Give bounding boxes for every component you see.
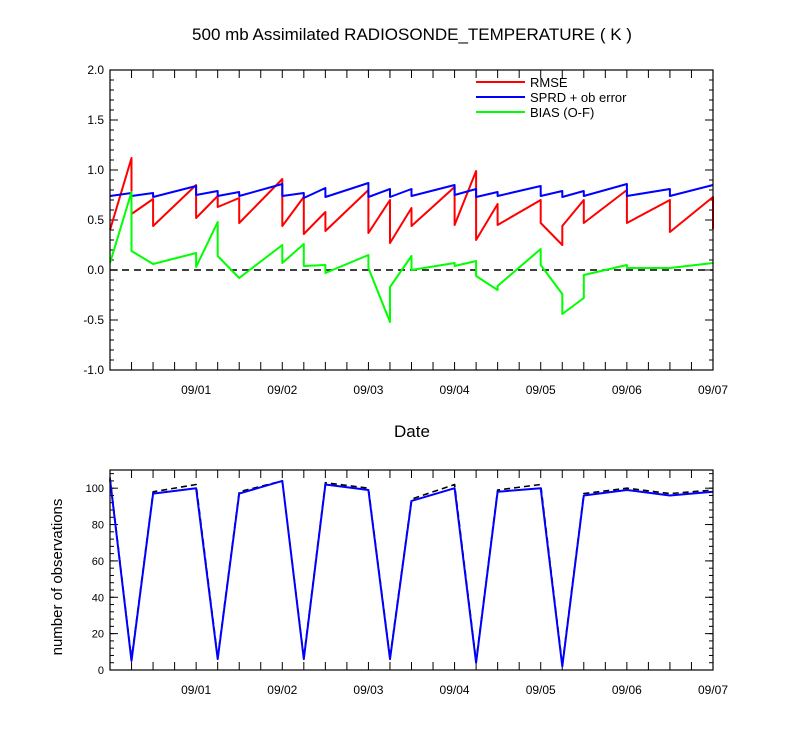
legend-label: SPRD + ob error	[530, 90, 627, 105]
series-line-rmse	[109, 157, 714, 246]
x-tick-label: 09/04	[440, 383, 470, 397]
x-tick-label: 09/05	[526, 383, 556, 397]
bottom-plot-frame	[109, 469, 714, 671]
x-tick-label: 09/02	[267, 683, 297, 697]
x-tick-label: 09/04	[440, 683, 470, 697]
top-x-axis-label: Date	[394, 422, 430, 441]
y-tick-label: 60	[92, 556, 104, 568]
y-tick-label: 0	[98, 665, 104, 677]
bottom-panel-labels: 0 20 40 60 80 100 09/01 09/02 09/03 09/04 09/05 09/…	[86, 483, 729, 697]
y-tick-label: 1.0	[87, 163, 104, 177]
y-tick-label: 40	[92, 592, 104, 604]
y-tick-label: 1.5	[87, 113, 104, 127]
series-line-bias-o-f	[109, 191, 714, 323]
y-tick-label: 0.5	[87, 213, 104, 227]
bottom-panel-series	[109, 477, 714, 668]
bottom-panel: 0 20 40 60 80 100 09/01 09/02 09/03 09/04 09/05 09/…	[49, 469, 729, 697]
legend-label: BIAS (O-F)	[530, 105, 594, 120]
bottom-y-axis-label: number of observations	[49, 499, 66, 656]
x-tick-label: 09/07	[698, 383, 728, 397]
legend-label: RMSE	[530, 75, 568, 90]
y-tick-label: 80	[92, 520, 104, 532]
y-tick-label: 100	[86, 483, 104, 495]
y-tick-label: 20	[92, 629, 104, 641]
x-tick-label: 09/03	[353, 383, 383, 397]
top-panel-labels: -1.0 -0.5 0.0 0.5 1.0 1.5 2.0 09/01 09/02 09/03 09…	[83, 63, 728, 397]
top-panel: -1.0 -0.5 0.0 0.5 1.0 1.5 2.0 09/01 09/02 09/03 09…	[83, 63, 728, 441]
x-tick-label: 09/05	[526, 683, 556, 697]
top-panel-series	[109, 157, 714, 323]
x-tick-label: 09/06	[612, 383, 642, 397]
top-plot-frame	[109, 69, 714, 371]
x-tick-label: 09/01	[181, 383, 211, 397]
x-tick-label: 09/01	[181, 683, 211, 697]
series-line-solid-1	[109, 478, 714, 668]
y-tick-label: -0.5	[83, 313, 104, 327]
x-tick-label: 09/02	[267, 383, 297, 397]
series-line-sprd-ob-error	[109, 182, 714, 199]
chart-title: 500 mb Assimilated RADIOSONDE_TEMPERATUR…	[192, 25, 632, 44]
y-tick-label: 0.0	[87, 263, 104, 277]
x-tick-label: 09/03	[353, 683, 383, 697]
y-tick-label: -1.0	[83, 363, 104, 377]
x-tick-label: 09/06	[612, 683, 642, 697]
y-tick-label: 2.0	[87, 63, 104, 77]
x-tick-label: 09/07	[698, 683, 728, 697]
